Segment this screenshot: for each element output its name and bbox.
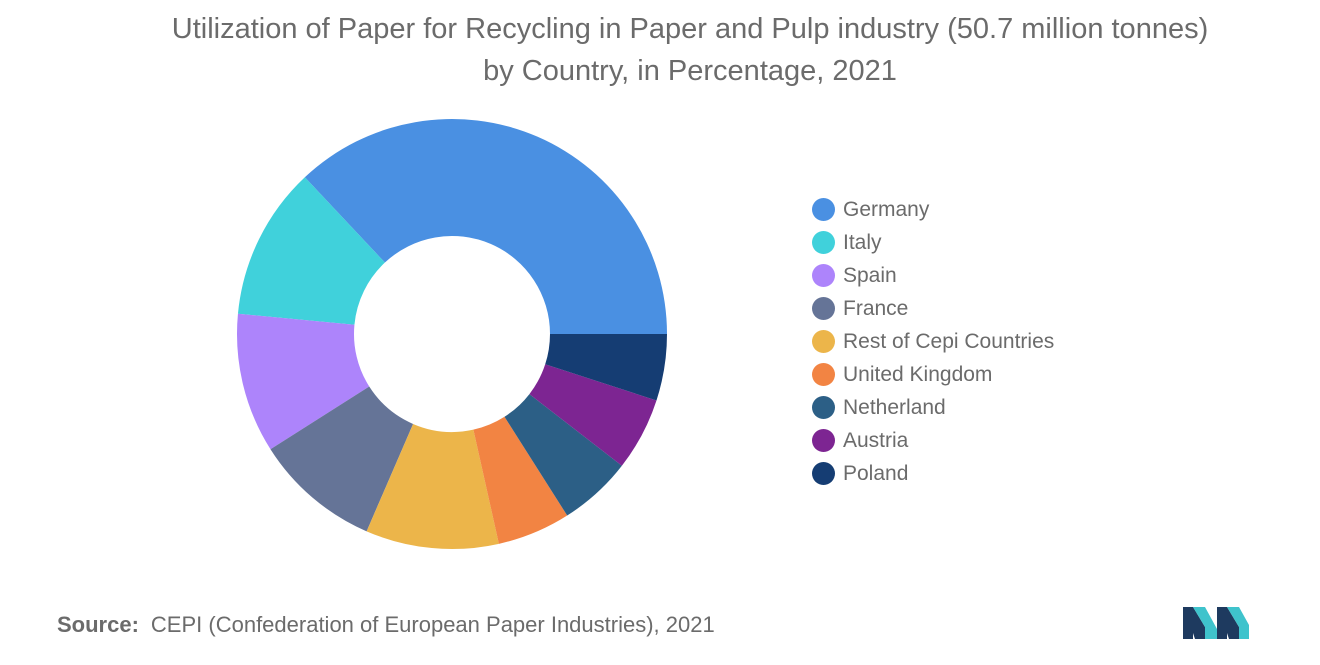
legend-label: United Kingdom bbox=[843, 362, 993, 386]
legend-item: Germany bbox=[812, 193, 1054, 226]
legend-item: United Kingdom bbox=[812, 358, 1054, 391]
slice-poland bbox=[545, 334, 667, 401]
slice-rest-of-cepi-countries bbox=[366, 423, 499, 549]
legend-label: Italy bbox=[843, 230, 882, 254]
slice-netherland bbox=[504, 394, 622, 516]
legend-item: Rest of Cepi Countries bbox=[812, 325, 1054, 358]
source-label: Source: bbox=[57, 612, 139, 637]
mordor-intelligence-logo bbox=[1183, 607, 1249, 639]
chart-title: Utilization of Paper for Recycling in Pa… bbox=[171, 13, 1209, 87]
slice-italy bbox=[237, 177, 385, 325]
legend-label: Spain bbox=[843, 263, 897, 287]
legend-swatch bbox=[812, 462, 835, 485]
legend-swatch bbox=[812, 330, 835, 353]
legend-swatch bbox=[812, 198, 835, 221]
legend-swatch bbox=[812, 363, 835, 386]
legend-item: France bbox=[812, 292, 1054, 325]
legend-label: Netherland bbox=[843, 395, 946, 419]
legend-swatch bbox=[812, 297, 835, 320]
legend-label: Germany bbox=[843, 197, 930, 221]
slice-austria bbox=[529, 364, 657, 466]
legend-label: France bbox=[843, 296, 909, 320]
legend-item: Netherland bbox=[812, 391, 1054, 424]
legend-swatch bbox=[812, 429, 835, 452]
legend-swatch bbox=[812, 396, 835, 419]
legend-item: Poland bbox=[812, 457, 1054, 490]
legend-label: Poland bbox=[843, 461, 909, 485]
source-text: CEPI (Confederation of European Paper In… bbox=[150, 612, 715, 637]
slice-france bbox=[270, 386, 414, 532]
slice-germany bbox=[304, 118, 667, 335]
slice-united-kingdom bbox=[473, 416, 568, 544]
legend-swatch bbox=[812, 231, 835, 254]
legend-item: Austria bbox=[812, 424, 1054, 457]
legend-label: Austria bbox=[843, 428, 909, 452]
legend-swatch bbox=[812, 264, 835, 287]
chart-legend: Germany Italy Spain France Rest of Cepi Coun… bbox=[812, 193, 1054, 490]
legend-item: Italy bbox=[812, 226, 1054, 259]
legend-item: Spain bbox=[812, 259, 1054, 292]
source-note: Source: CEPI (Confederation of European P… bbox=[57, 612, 715, 638]
slice-spain bbox=[237, 313, 370, 450]
legend-label: Rest of Cepi Countries bbox=[843, 329, 1055, 353]
